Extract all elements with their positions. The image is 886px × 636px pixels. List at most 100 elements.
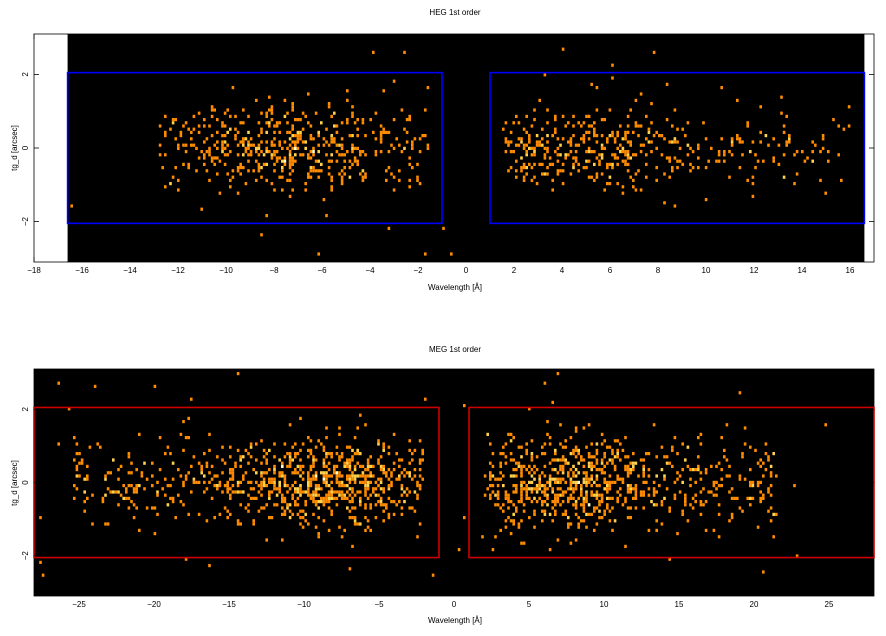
event-bin <box>109 490 112 494</box>
event-bin <box>286 484 289 488</box>
event-layer-meg <box>39 372 827 577</box>
event-bin <box>496 484 500 488</box>
event-bin <box>416 484 419 488</box>
event-bin <box>819 178 822 182</box>
event-bin <box>624 137 627 141</box>
event-bin <box>265 140 268 144</box>
event-bin <box>400 108 404 112</box>
event-bin <box>517 445 521 449</box>
event-bin <box>626 490 630 494</box>
event-bin <box>411 506 414 510</box>
event-bin <box>109 471 112 475</box>
event-bin <box>572 124 575 128</box>
event-bin <box>83 509 86 513</box>
event-bin <box>533 477 536 481</box>
event-bin <box>281 188 284 192</box>
event-bin <box>307 477 310 481</box>
event-bin <box>639 124 643 128</box>
event-bin <box>413 474 417 478</box>
event-bin <box>548 477 552 481</box>
event-bin <box>530 490 534 494</box>
event-bin <box>231 484 235 488</box>
event-bin <box>255 496 258 500</box>
event-bin <box>582 471 586 475</box>
event-bin <box>600 516 604 520</box>
event-bin <box>621 477 625 481</box>
event-bin <box>598 516 601 520</box>
event-bin <box>522 541 526 545</box>
event-bin <box>509 474 513 478</box>
event-bin <box>593 455 596 459</box>
event-bin <box>106 471 110 475</box>
event-bin <box>205 519 209 523</box>
event-bin <box>673 204 677 208</box>
event-bin <box>598 503 601 507</box>
event-bin <box>338 525 341 529</box>
x-tick-label: 16 <box>846 266 855 275</box>
event-bin <box>130 484 133 488</box>
event-bin <box>117 503 120 507</box>
event-bin <box>226 516 229 520</box>
event-bin <box>624 153 627 157</box>
event-bin <box>226 130 229 134</box>
event-bin <box>569 150 573 154</box>
event-bin <box>190 137 193 141</box>
event-bin <box>374 487 378 491</box>
event-bin <box>749 480 752 484</box>
event-bin <box>577 448 580 452</box>
event-bin <box>247 146 250 150</box>
event-bin <box>340 121 344 125</box>
event-bin <box>273 162 276 166</box>
event-bin <box>603 477 606 481</box>
event-bin <box>322 477 326 481</box>
event-bin <box>291 140 294 144</box>
event-bin <box>600 153 604 157</box>
event-bin <box>286 464 289 468</box>
event-bin <box>489 471 492 475</box>
event-bin <box>587 452 591 456</box>
event-bin <box>668 159 671 163</box>
event-bin <box>626 124 630 128</box>
event-bin <box>356 452 359 456</box>
event-bin <box>309 480 313 484</box>
event-bin <box>364 172 367 176</box>
event-bin <box>782 124 786 128</box>
event-bin <box>314 484 318 488</box>
event-bin <box>580 487 583 491</box>
event-bin <box>814 143 817 147</box>
event-bin <box>229 477 232 481</box>
event-bin <box>418 458 422 462</box>
event-bin <box>567 153 570 157</box>
event-bin <box>528 137 531 141</box>
event-bin <box>346 474 349 478</box>
event-bin <box>611 134 614 138</box>
event-bin <box>548 548 552 552</box>
event-bin <box>369 464 372 468</box>
event-bin <box>411 166 414 170</box>
event-bin <box>353 121 357 125</box>
event-bin <box>231 175 235 179</box>
event-bin <box>780 111 783 115</box>
event-bin <box>546 108 549 112</box>
event-bin <box>546 150 549 154</box>
event-bin <box>613 153 617 157</box>
event-bin <box>551 519 554 523</box>
event-bin <box>294 452 297 456</box>
event-bin <box>359 474 362 478</box>
event-bin <box>650 500 653 504</box>
event-bin <box>567 474 570 478</box>
event-bin <box>608 108 612 112</box>
event-bin <box>730 487 734 491</box>
event-bin <box>229 178 232 182</box>
event-bin <box>333 124 336 128</box>
event-bin <box>127 496 131 500</box>
event-bin <box>283 480 287 484</box>
event-bin <box>96 442 99 446</box>
event-bin <box>600 134 604 138</box>
event-bin <box>57 381 60 385</box>
event-bin <box>759 130 762 134</box>
x-tick-label: 0 <box>464 266 469 275</box>
event-bin <box>777 162 781 166</box>
event-bin <box>593 464 596 468</box>
event-bin <box>270 140 274 144</box>
